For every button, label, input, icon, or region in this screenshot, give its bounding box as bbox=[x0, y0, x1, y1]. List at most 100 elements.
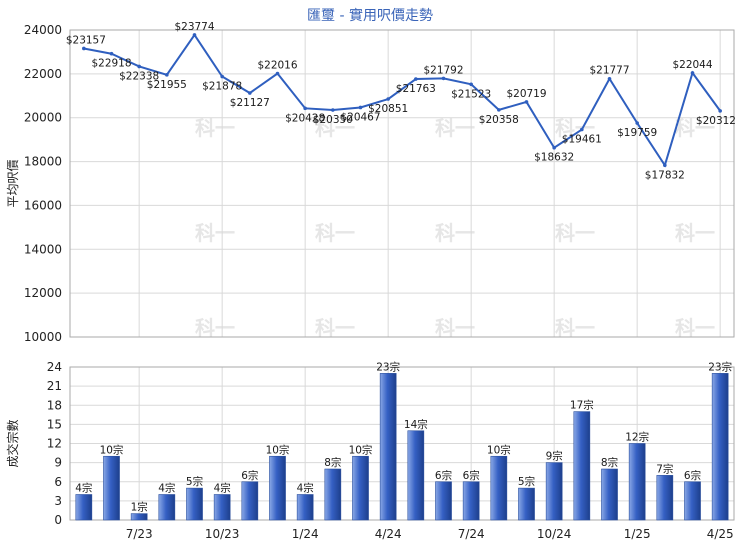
price-data-label: $21777 bbox=[589, 65, 629, 77]
price-data-label: $20312 bbox=[696, 115, 736, 127]
count-data-label: 10宗 bbox=[487, 443, 511, 456]
watermark-text: 科一 bbox=[555, 316, 595, 340]
count-bar bbox=[462, 481, 480, 521]
price-point bbox=[607, 76, 612, 81]
watermark-text: 科一 bbox=[195, 116, 235, 140]
bar-y-tick-label: 0 bbox=[54, 513, 62, 527]
count-bar bbox=[435, 481, 452, 521]
price-data-label: $22918 bbox=[91, 58, 131, 70]
price-point bbox=[441, 76, 446, 81]
count-bar bbox=[324, 468, 342, 521]
count-bar bbox=[518, 487, 535, 521]
count-bar bbox=[711, 373, 729, 521]
bar-chart-panel: 0 3 6 9 12 15 18 21 24 7/23 10/23 1/24 4/24 7/24 10/24… bbox=[5, 360, 735, 541]
price-data-label: $21523 bbox=[451, 88, 491, 100]
price-point bbox=[524, 100, 529, 104]
price-point bbox=[690, 71, 695, 75]
bar-y-tick-label: 24 bbox=[47, 360, 62, 374]
price-point bbox=[165, 73, 169, 77]
watermark-text: 科一 bbox=[195, 221, 235, 245]
count-bar bbox=[213, 494, 231, 521]
watermark-text: 科一 bbox=[675, 221, 715, 245]
line-y-axis-label: 平均呎價 bbox=[6, 159, 20, 207]
price-point bbox=[192, 33, 197, 37]
count-data-label: 1宗 bbox=[131, 501, 148, 514]
price-point bbox=[718, 109, 722, 113]
price-data-label: $23774 bbox=[174, 21, 214, 33]
price-data-label: $20428 bbox=[285, 112, 325, 124]
bar-y-tick-label: 9 bbox=[54, 456, 62, 470]
count-bar bbox=[130, 513, 148, 521]
bar-y-axis-label: 成交宗數 bbox=[5, 419, 20, 467]
count-data-label: 12宗 bbox=[625, 431, 649, 444]
chart-title: 匯璽 - 實用呎價走勢 bbox=[307, 7, 433, 24]
x-tick-label: 7/24 bbox=[458, 527, 485, 541]
bar-plot-frame bbox=[69, 366, 735, 521]
price-data-label: $19461 bbox=[562, 134, 602, 146]
count-data-label: 4宗 bbox=[214, 482, 231, 495]
count-data-label: 6宗 bbox=[435, 469, 452, 482]
line-y-tick-label: 18000 bbox=[24, 155, 62, 169]
x-tick-label: 10/23 bbox=[205, 527, 240, 541]
price-point bbox=[248, 91, 252, 95]
count-bar bbox=[241, 481, 259, 521]
price-point bbox=[580, 127, 584, 132]
count-data-label: 10宗 bbox=[266, 443, 290, 456]
count-data-label: 9宗 bbox=[546, 450, 563, 463]
price-point bbox=[552, 145, 556, 150]
count-bar bbox=[296, 494, 314, 521]
count-data-label: 7宗 bbox=[656, 462, 673, 475]
count-data-label: 6宗 bbox=[684, 469, 701, 482]
price-point bbox=[220, 74, 224, 79]
price-data-label: $20358 bbox=[479, 114, 519, 126]
count-data-label: 5宗 bbox=[518, 475, 535, 488]
price-data-label: $19759 bbox=[617, 127, 657, 139]
line-y-tick-label: 14000 bbox=[24, 242, 62, 256]
count-data-label: 23宗 bbox=[376, 360, 400, 373]
bar-y-tick-label: 15 bbox=[47, 417, 62, 431]
watermark-text: 科一 bbox=[435, 221, 475, 245]
x-tick-label: 1/24 bbox=[292, 527, 319, 541]
count-data-label: 4宗 bbox=[75, 482, 92, 495]
bar-y-tick-label: 6 bbox=[54, 475, 62, 489]
bar-y-tick-label: 3 bbox=[54, 494, 62, 508]
watermark-text: 科一 bbox=[555, 221, 595, 245]
price-data-label: $17832 bbox=[645, 169, 685, 181]
price-data-label: $22338 bbox=[119, 70, 159, 82]
count-data-label: 17宗 bbox=[570, 399, 594, 412]
count-data-label: 8宗 bbox=[324, 456, 341, 469]
count-data-label: 4宗 bbox=[158, 482, 175, 495]
line-plot-frame bbox=[69, 29, 735, 338]
watermark-text: 科一 bbox=[435, 316, 475, 340]
count-bar bbox=[379, 373, 397, 521]
count-bar bbox=[269, 455, 286, 521]
line-y-tick-label: 24000 bbox=[24, 23, 62, 37]
price-data-label: $21792 bbox=[423, 64, 463, 76]
watermark-text: 科一 bbox=[435, 116, 475, 140]
line-y-tick-label: 16000 bbox=[24, 198, 62, 212]
bar-y-tick-label: 12 bbox=[47, 437, 62, 451]
line-y-tick-label: 22000 bbox=[24, 67, 62, 81]
price-point bbox=[635, 121, 639, 125]
x-tick-label: 4/25 bbox=[707, 527, 734, 541]
line-y-tick-label: 12000 bbox=[24, 286, 62, 300]
watermark-text: 科一 bbox=[315, 316, 355, 340]
price-point bbox=[469, 82, 473, 87]
price-point bbox=[414, 77, 418, 81]
price-data-label: $21955 bbox=[147, 79, 187, 91]
count-data-label: 4宗 bbox=[297, 482, 314, 495]
price-point bbox=[358, 105, 363, 110]
price-data-label: $21127 bbox=[230, 97, 270, 109]
watermark-text: 科一 bbox=[555, 116, 595, 140]
price-point bbox=[497, 108, 501, 112]
price-point bbox=[303, 106, 307, 111]
count-bar bbox=[628, 443, 646, 521]
price-point bbox=[663, 163, 667, 168]
count-bar bbox=[656, 475, 674, 521]
count-bar bbox=[490, 455, 508, 521]
count-bar bbox=[573, 411, 591, 521]
x-tick-label: 7/23 bbox=[126, 527, 153, 541]
count-bar bbox=[545, 462, 563, 521]
